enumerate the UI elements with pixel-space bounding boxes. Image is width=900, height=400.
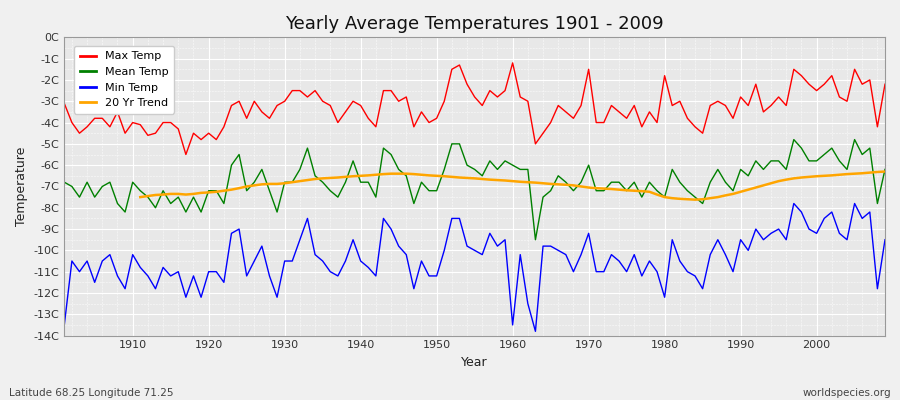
Mean Temp	[500, 158, 510, 163]
Legend: Max Temp, Mean Temp, Min Temp, 20 Yr Trend: Max Temp, Mean Temp, Min Temp, 20 Yr Tre…	[74, 46, 175, 114]
Max Temp	[181, 152, 192, 157]
Mean Temp	[788, 137, 799, 142]
20 Yr Trend	[135, 195, 146, 200]
Min Temp	[500, 237, 510, 242]
Line: Max Temp: Max Temp	[64, 63, 885, 154]
20 Yr Trend	[363, 173, 374, 178]
20 Yr Trend	[508, 179, 518, 184]
Line: Mean Temp: Mean Temp	[64, 140, 885, 240]
X-axis label: Year: Year	[462, 356, 488, 369]
Min Temp	[287, 259, 298, 264]
Title: Yearly Average Temperatures 1901 - 2009: Yearly Average Temperatures 1901 - 2009	[285, 15, 664, 33]
Mean Temp	[606, 180, 616, 184]
Text: worldspecies.org: worldspecies.org	[803, 388, 891, 398]
Mean Temp	[287, 180, 298, 184]
Mean Temp	[58, 180, 69, 184]
Max Temp	[508, 60, 518, 65]
Min Temp	[120, 286, 130, 291]
Line: 20 Yr Trend: 20 Yr Trend	[140, 172, 885, 200]
Line: Min Temp: Min Temp	[64, 204, 885, 331]
Max Temp	[522, 99, 533, 104]
20 Yr Trend	[727, 192, 738, 196]
Text: Latitude 68.25 Longitude 71.25: Latitude 68.25 Longitude 71.25	[9, 388, 174, 398]
Max Temp	[515, 94, 526, 99]
Max Temp	[58, 101, 69, 106]
Mean Temp	[530, 237, 541, 242]
Y-axis label: Temperature: Temperature	[15, 147, 28, 226]
Min Temp	[879, 237, 890, 242]
Min Temp	[606, 252, 616, 257]
20 Yr Trend	[310, 177, 320, 182]
Min Temp	[332, 274, 343, 278]
Mean Temp	[332, 195, 343, 200]
Min Temp	[508, 322, 518, 327]
Max Temp	[614, 110, 625, 114]
Min Temp	[530, 329, 541, 334]
Min Temp	[788, 201, 799, 206]
Mean Temp	[508, 163, 518, 168]
Max Temp	[120, 131, 130, 136]
20 Yr Trend	[530, 180, 541, 185]
20 Yr Trend	[689, 197, 700, 202]
20 Yr Trend	[332, 175, 343, 180]
Mean Temp	[120, 210, 130, 214]
Max Temp	[294, 88, 305, 93]
Min Temp	[58, 322, 69, 327]
20 Yr Trend	[879, 169, 890, 174]
Mean Temp	[879, 167, 890, 172]
Max Temp	[340, 110, 351, 114]
Max Temp	[879, 82, 890, 87]
